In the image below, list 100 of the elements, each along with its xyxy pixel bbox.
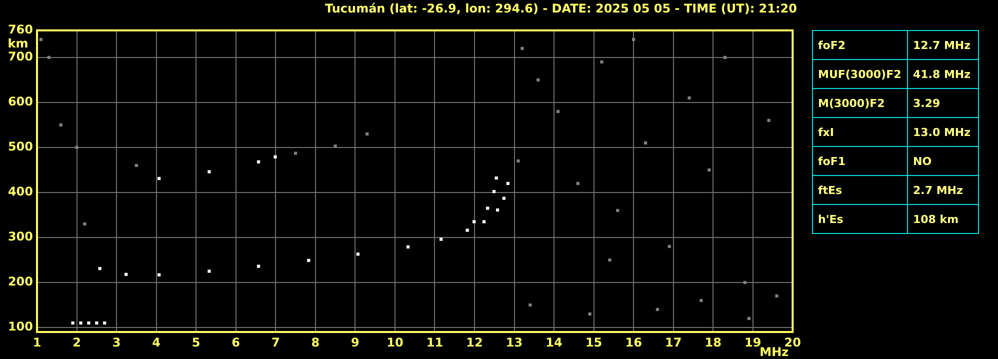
text: MUF(3000)F2 — [812, 60, 908, 88]
x-tick-label: 15 — [585, 335, 602, 350]
y-axis-title: km — [8, 36, 28, 51]
point — [556, 110, 560, 113]
point — [656, 308, 659, 312]
text: 13.0 MHz — [908, 118, 978, 146]
point — [256, 160, 260, 164]
x-tick-label: 9 — [350, 335, 360, 350]
point — [98, 266, 102, 270]
x-tick-label: 10 — [386, 335, 404, 350]
x-tick-label: 8 — [311, 335, 320, 350]
x-tick-label: 19 — [744, 335, 762, 350]
point — [528, 303, 532, 307]
x-tick-label: 11 — [426, 335, 444, 350]
text: foF2 — [812, 30, 908, 60]
point — [103, 321, 106, 325]
y-tick-label: 700 — [8, 50, 33, 64]
text: fxI — [812, 118, 908, 146]
point — [600, 60, 604, 64]
x-tick-label: 17 — [664, 335, 682, 350]
point — [486, 206, 490, 210]
point — [158, 176, 161, 180]
point — [406, 245, 410, 248]
point — [334, 144, 337, 148]
y-tick-label: 100 — [8, 320, 33, 334]
point — [87, 321, 90, 325]
point — [700, 298, 703, 302]
y-tick-label: 600 — [8, 94, 33, 109]
point — [208, 170, 211, 174]
point — [632, 38, 636, 41]
point — [482, 220, 486, 224]
point — [134, 164, 138, 167]
point — [502, 196, 506, 200]
point — [644, 141, 648, 144]
point — [440, 238, 443, 241]
x-tick-label: 16 — [625, 335, 642, 350]
point — [516, 159, 520, 162]
y-tick-label: 500 — [8, 140, 33, 154]
point — [492, 190, 496, 194]
x-tick-label: 3 — [112, 335, 121, 350]
y-tick-label: 760 — [8, 22, 33, 37]
point — [708, 168, 711, 172]
x-tick-label: 4 — [152, 335, 160, 350]
x-tick-label: 14 — [546, 335, 562, 350]
text: 3.29 — [908, 88, 978, 118]
point — [366, 132, 369, 136]
point — [767, 118, 770, 122]
point — [472, 220, 476, 224]
point — [747, 316, 750, 320]
text: NO — [908, 146, 978, 176]
point — [496, 208, 500, 212]
text: foF1 — [812, 146, 908, 176]
point — [743, 280, 746, 284]
x-tick-label: 7 — [271, 335, 280, 350]
y-tick-label: 300 — [8, 230, 33, 244]
x-tick-label: 2 — [72, 335, 81, 350]
point — [256, 264, 260, 268]
chart-title: Tucumán (lat: -26.9, lon: 294.6) - DATE: 2025 05 05 - TIME (UT): 21:20 — [325, 1, 797, 16]
text: h'Es — [812, 204, 908, 234]
x-tick-label: 1 — [32, 335, 42, 350]
point — [520, 46, 524, 50]
point — [588, 312, 592, 316]
text: 2.7 MHz — [908, 176, 978, 204]
point — [616, 208, 620, 212]
y-tick-label: 400 — [8, 184, 33, 199]
x-tick-label: 18 — [704, 335, 722, 350]
x-tick-label: 5 — [192, 335, 200, 350]
point — [608, 258, 612, 262]
text: 108 km — [908, 204, 978, 234]
point — [95, 321, 98, 325]
point — [274, 155, 277, 158]
text: 12.7 MHz — [908, 30, 978, 60]
text: M(3000)F2 — [812, 88, 908, 118]
point — [356, 252, 360, 256]
point — [688, 96, 691, 100]
point — [79, 321, 82, 325]
point — [83, 222, 86, 226]
point — [124, 272, 128, 276]
point — [307, 258, 310, 262]
point — [576, 182, 580, 186]
y-tick-label: 200 — [8, 274, 33, 289]
point — [536, 78, 540, 82]
point — [775, 294, 778, 298]
point — [494, 176, 498, 180]
point — [668, 244, 671, 248]
point — [39, 38, 43, 41]
x-tick-label: 13 — [506, 335, 523, 350]
point — [59, 123, 62, 126]
point — [71, 321, 74, 325]
point — [723, 56, 727, 59]
x-tick-label: 12 — [466, 335, 483, 350]
x-tick-label: 6 — [232, 335, 240, 350]
point — [506, 182, 510, 186]
point — [466, 228, 469, 232]
point — [208, 270, 211, 273]
point — [294, 152, 298, 155]
point — [158, 273, 161, 276]
point — [75, 146, 78, 149]
text: 41.8 MHz — [908, 60, 978, 88]
point — [47, 56, 50, 59]
